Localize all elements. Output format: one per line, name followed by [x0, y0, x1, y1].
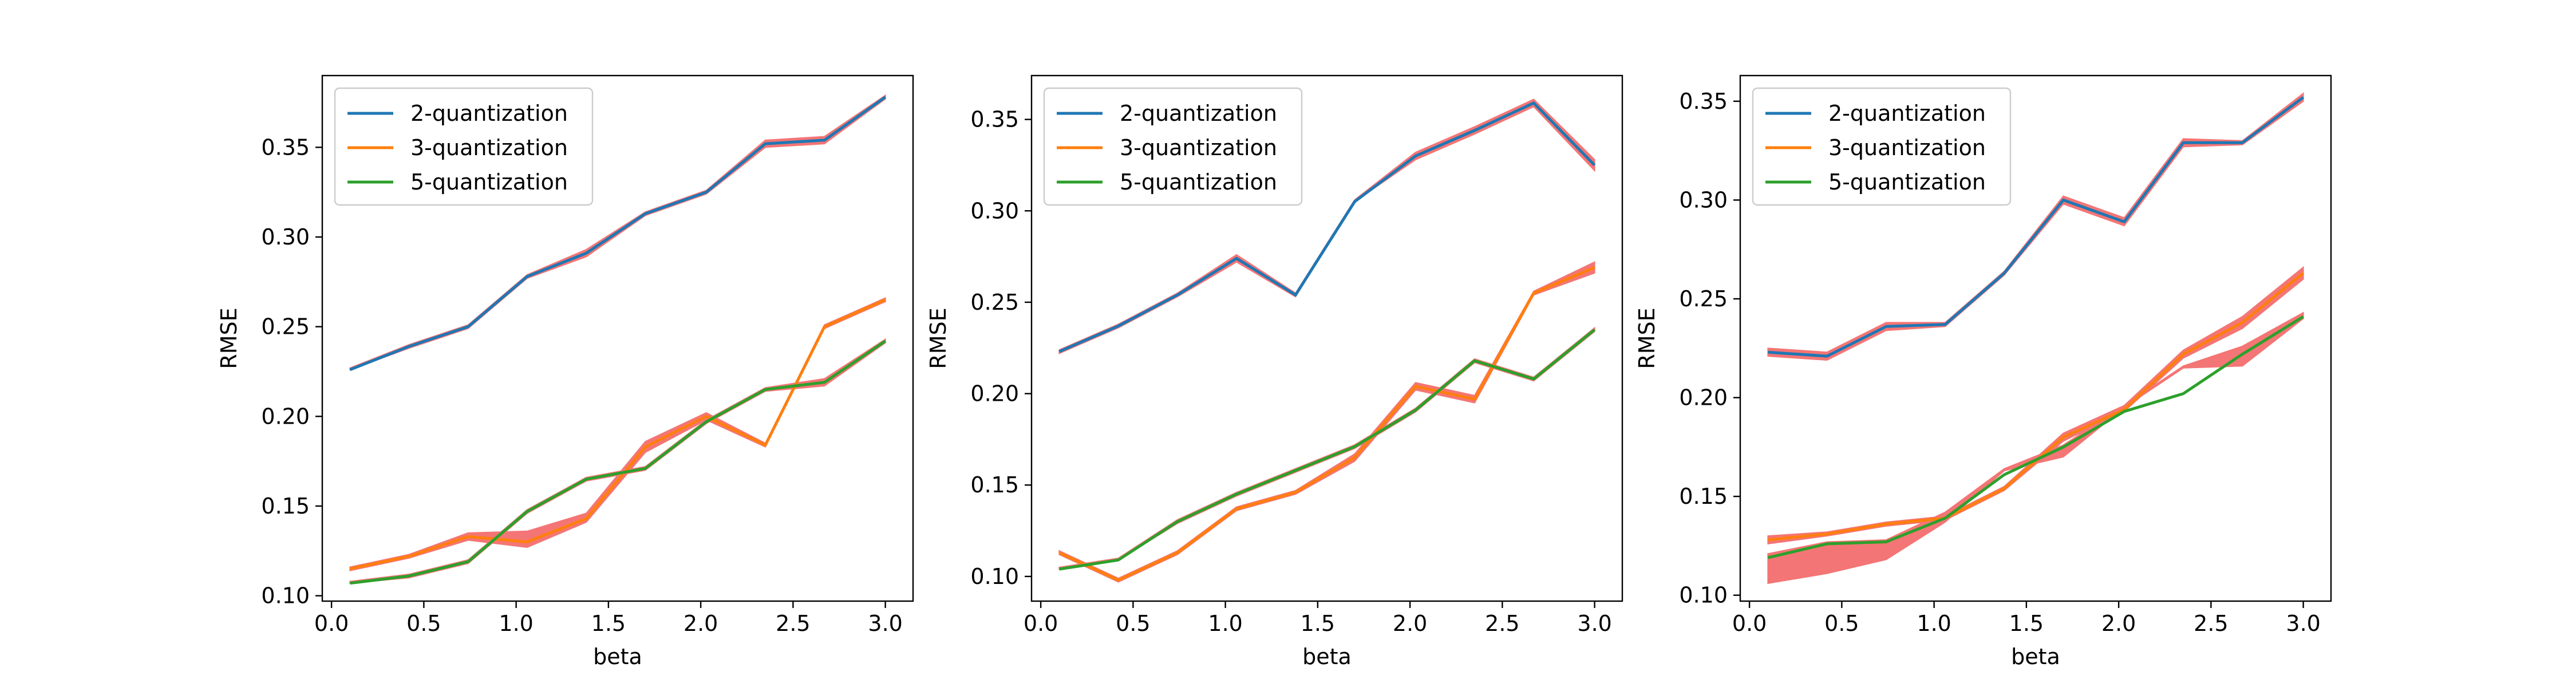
- x-axis-label: beta: [593, 644, 642, 669]
- y-axis-label: RMSE: [926, 307, 951, 369]
- y-tick-label: 0.15: [970, 472, 1019, 498]
- x-axis-label: beta: [1302, 644, 1352, 669]
- legend: 2-quantization 3-quantization 5-quantizati…: [1752, 87, 2012, 206]
- y-tick-label: 0.20: [970, 381, 1019, 406]
- error-band-3-quantization: [1058, 261, 1595, 583]
- x-tick-label: 1.5: [2009, 611, 2044, 636]
- x-tick-label: 0.0: [314, 611, 349, 636]
- series-line-2-quantization: [1768, 96, 2305, 358]
- x-tick-label: 0.0: [1732, 611, 1767, 636]
- legend: 2-quantization 3-quantization 5-quantizati…: [334, 87, 594, 206]
- y-tick-label: 0.25: [261, 314, 310, 339]
- plot-area: [1058, 98, 1596, 583]
- x-tick-label: 1.0: [1208, 611, 1242, 636]
- y-axis-label: RMSE: [1634, 307, 1660, 369]
- axes-frame: [321, 74, 914, 602]
- x-tick-label: 3.0: [868, 611, 902, 636]
- y-tick-label: 0.30: [261, 224, 310, 250]
- y-tick-label: 0.25: [1679, 286, 1728, 311]
- x-tick-label: 1.5: [1301, 611, 1335, 636]
- error-band-5-quantization: [1058, 326, 1595, 570]
- error-band-5-quantization: [1767, 311, 2304, 585]
- chart-panel-1: 0.0 0.5 1.0 1.5 2.0 2.5 3.0 0.10 0.15 0.20 0.25 0.3…: [216, 74, 914, 669]
- axes-frame: [1030, 74, 1623, 602]
- x-tick-label: 3.0: [2286, 611, 2320, 636]
- legend-label: 5-quantization: [1828, 169, 1986, 195]
- x-tick-label: 2.0: [683, 611, 718, 636]
- legend-label: 3-quantization: [1828, 135, 1986, 160]
- legend-label: 2-quantization: [410, 101, 568, 126]
- series-line-3-quantization: [1058, 266, 1595, 582]
- y-tick-label: 0.10: [261, 583, 310, 609]
- error-band-3-quantization: [1767, 266, 2304, 545]
- series-line-2-quantization: [349, 96, 887, 372]
- series-line-5-quantization: [350, 339, 887, 585]
- x-axis-label: beta: [2011, 644, 2060, 669]
- series-line-3-quantization: [1768, 272, 2305, 542]
- legend-box: [1752, 87, 2012, 206]
- plot-area: [1767, 92, 2305, 585]
- y-axis-label: RMSE: [216, 307, 242, 369]
- legend-box: [1043, 87, 1303, 206]
- x-tick-label: 1.0: [1917, 611, 1951, 636]
- x-tick-label: 0.5: [406, 611, 441, 636]
- y-tick-label: 0.30: [1679, 187, 1728, 212]
- legend-label: 3-quantization: [410, 135, 568, 160]
- x-tick-label: 1.5: [591, 611, 626, 636]
- series-line-2-quantization: [1058, 101, 1596, 353]
- series-line-5-quantization: [1059, 328, 1596, 571]
- axes-frame: [1739, 74, 2332, 602]
- legend: 2-quantization 3-quantization 5-quantizati…: [1043, 87, 1303, 206]
- x-tick-label: 0.5: [1824, 611, 1859, 636]
- y-tick-label: 0.20: [261, 404, 310, 429]
- x-tick-label: 2.5: [2194, 611, 2228, 636]
- x-tick-label: 2.0: [2101, 611, 2136, 636]
- y-tick-label: 0.15: [261, 493, 310, 519]
- x-tick-label: 3.0: [1577, 611, 1611, 636]
- y-tick-label: 0.35: [1679, 89, 1728, 114]
- x-tick-label: 2.5: [1485, 611, 1519, 636]
- x-tick-label: 2.0: [1393, 611, 1427, 636]
- plot-area: [349, 94, 887, 585]
- y-tick-label: 0.20: [1679, 385, 1728, 410]
- x-tick-label: 1.0: [499, 611, 533, 636]
- x-tick-label: 0.0: [1024, 611, 1058, 636]
- y-tick-label: 0.35: [261, 135, 310, 160]
- x-tick-label: 0.5: [1116, 611, 1150, 636]
- legend-label: 5-quantization: [1120, 169, 1277, 195]
- series-line-5-quantization: [1767, 315, 2304, 559]
- y-tick-label: 0.10: [970, 564, 1019, 589]
- chart-panel-3: 0.0 0.5 1.0 1.5 2.0 2.5 3.0 0.10 0.15 0.20 0.25 0.3…: [1634, 74, 2332, 669]
- y-tick-label: 0.25: [970, 290, 1019, 315]
- legend-label: 2-quantization: [1828, 101, 1986, 126]
- legend-label: 2-quantization: [1120, 101, 1277, 126]
- y-tick-label: 0.15: [1679, 484, 1728, 509]
- y-tick-label: 0.35: [970, 107, 1019, 132]
- y-tick-label: 0.30: [970, 198, 1019, 223]
- chart-panel-2: 0.0 0.5 1.0 1.5 2.0 2.5 3.0 0.10 0.15 0.20 0.25 0.3…: [926, 74, 1623, 669]
- y-tick-label: 0.10: [1679, 583, 1728, 608]
- legend-label: 5-quantization: [410, 169, 568, 195]
- x-tick-label: 2.5: [776, 611, 810, 636]
- legend-box: [334, 87, 594, 206]
- legend-label: 3-quantization: [1120, 135, 1277, 160]
